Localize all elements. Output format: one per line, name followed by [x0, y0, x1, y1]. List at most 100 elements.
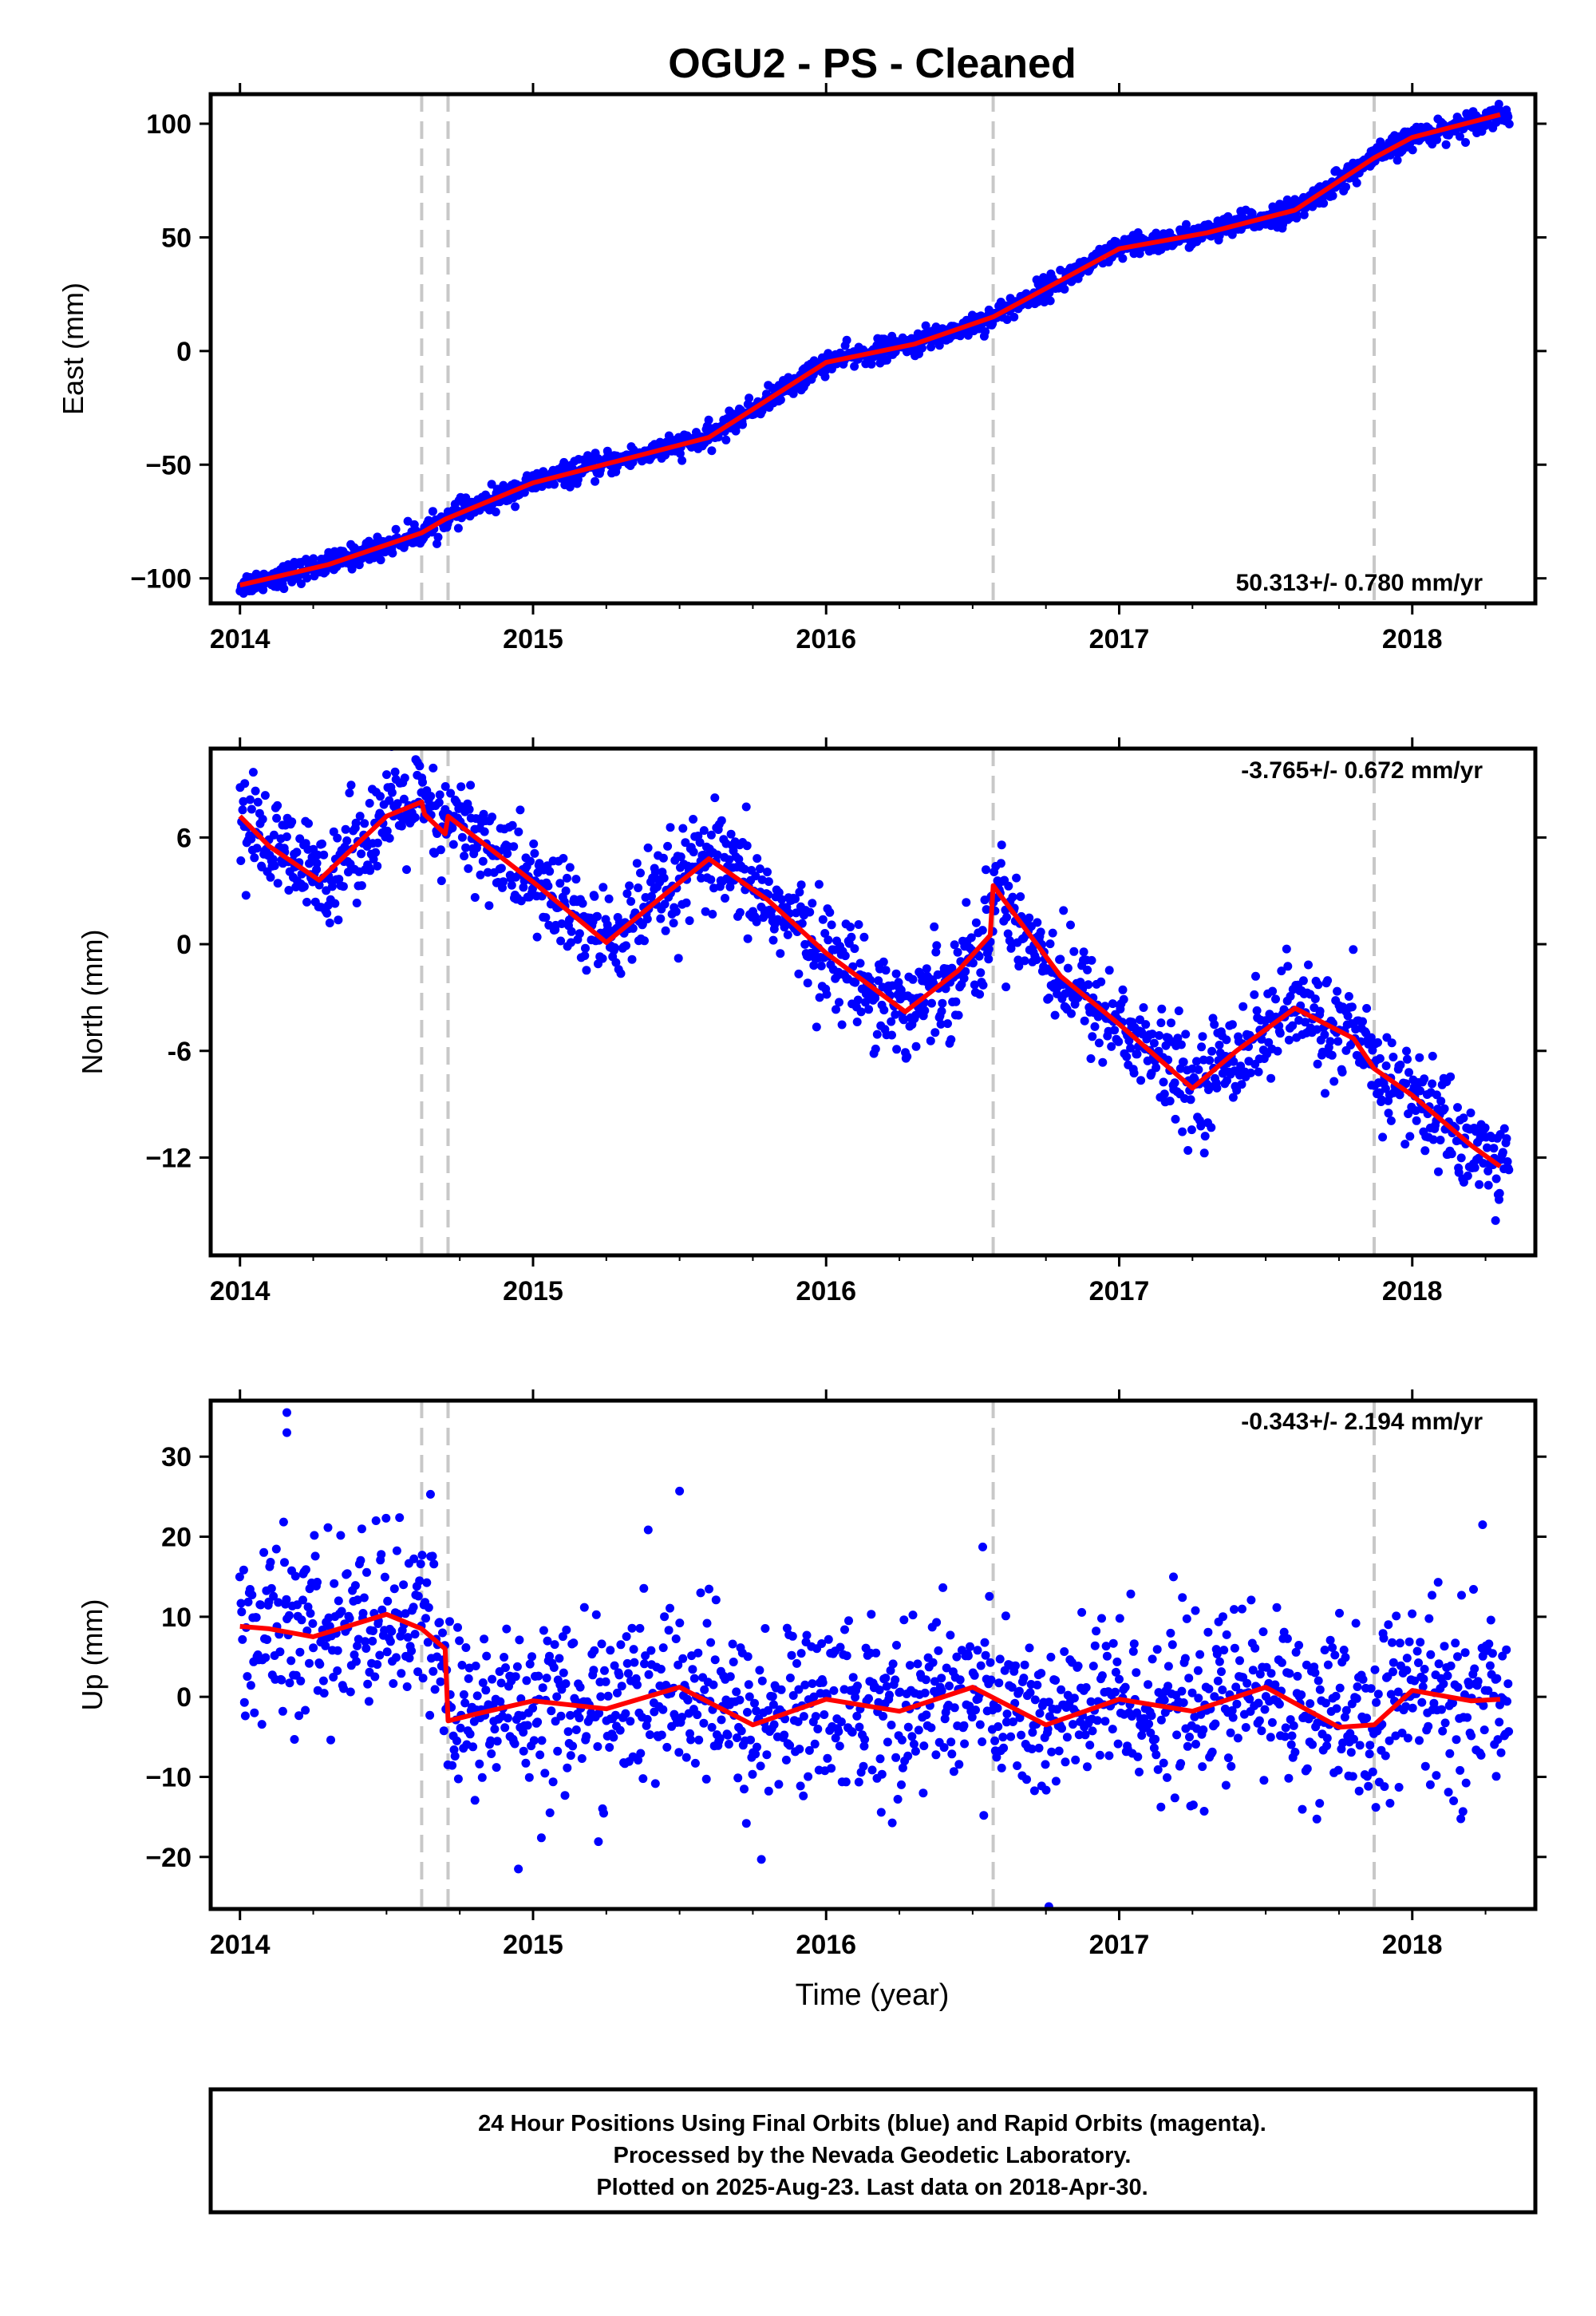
data-point: [820, 1710, 829, 1719]
data-point: [1126, 1589, 1136, 1599]
data-point: [1362, 1713, 1372, 1723]
data-point: [566, 1751, 575, 1761]
data-point: [591, 1610, 601, 1619]
data-point: [594, 1837, 603, 1847]
data-point: [1002, 1709, 1012, 1719]
data-point: [1491, 1772, 1501, 1781]
data-point: [290, 1571, 300, 1581]
data-point: [1113, 1739, 1123, 1749]
data-point: [559, 1668, 568, 1678]
data-point: [1191, 1606, 1200, 1615]
data-point: [1086, 1054, 1096, 1063]
data-point: [238, 1634, 247, 1644]
data-point: [626, 897, 636, 906]
data-point: [360, 819, 369, 828]
data-point: [656, 1665, 666, 1674]
data-point: [1437, 1705, 1446, 1714]
data-point: [534, 1671, 543, 1681]
data-point: [695, 838, 705, 848]
data-point: [864, 1694, 873, 1703]
data-point: [1266, 1669, 1276, 1678]
data-point: [1480, 1123, 1490, 1132]
data-point: [1210, 1020, 1219, 1030]
y-tick-label: 50: [161, 223, 192, 253]
data-point: [867, 1610, 876, 1619]
data-point: [1420, 1146, 1430, 1156]
data-point: [326, 1735, 335, 1745]
data-point: [1227, 1761, 1236, 1771]
data-point: [1222, 1630, 1231, 1639]
data-point: [368, 1636, 377, 1646]
data-point: [336, 1531, 346, 1540]
data-point: [1347, 1002, 1357, 1012]
x-tick-label: 2016: [796, 1930, 856, 1960]
data-point: [247, 834, 256, 844]
data-point: [358, 1609, 368, 1618]
data-point: [492, 1763, 501, 1773]
data-point: [932, 1618, 942, 1627]
data-point: [1428, 1051, 1437, 1061]
x-tick-label: 2016: [796, 624, 856, 654]
data-point: [934, 1646, 943, 1655]
data-point: [330, 899, 340, 908]
model-line: [238, 799, 1502, 1169]
data-point: [1088, 1032, 1097, 1041]
data-point: [1392, 1611, 1401, 1621]
data-point: [661, 926, 670, 935]
data-point: [1460, 1690, 1469, 1699]
data-point: [1045, 288, 1054, 298]
data-point: [369, 1626, 377, 1635]
data-point: [321, 1641, 330, 1650]
data-point: [683, 1695, 693, 1705]
rate-label: 50.313+/- 0.780 mm/yr: [1236, 570, 1483, 596]
data-point: [611, 958, 621, 967]
data-point: [286, 1656, 296, 1666]
data-point: [898, 1763, 907, 1773]
data-point: [1466, 1109, 1476, 1117]
data-point: [1504, 1165, 1514, 1175]
data-point: [496, 1678, 506, 1688]
data-point: [251, 786, 260, 796]
data-point: [952, 1652, 962, 1662]
data-point: [1341, 1705, 1351, 1715]
data-point: [1088, 1726, 1097, 1736]
data-point: [402, 865, 411, 875]
data-point: [1304, 960, 1313, 970]
data-point: [876, 1808, 886, 1817]
data-point: [1182, 1614, 1191, 1623]
data-point: [1370, 1665, 1380, 1674]
data-point: [1271, 994, 1280, 1004]
data-point: [1389, 1667, 1397, 1677]
data-point: [511, 502, 520, 512]
data-point: [813, 1725, 823, 1733]
data-point: [877, 1769, 887, 1779]
data-point: [706, 830, 716, 840]
data-point: [636, 868, 645, 878]
data-point: [439, 1726, 448, 1736]
data-point: [795, 887, 804, 897]
data-point: [1323, 1660, 1333, 1670]
data-point: [918, 1788, 928, 1798]
data-point: [788, 1691, 798, 1700]
data-point: [1333, 1765, 1343, 1775]
data-point: [491, 508, 500, 516]
data-point: [891, 1010, 900, 1019]
data-point: [284, 1611, 294, 1620]
data-point: [1073, 1662, 1083, 1670]
data-point: [994, 1722, 1003, 1731]
data-point: [1273, 1046, 1282, 1056]
data-point: [302, 897, 311, 907]
data-point: [382, 1647, 392, 1657]
data-point: [646, 1646, 656, 1655]
data-point: [557, 919, 567, 928]
data-point: [1432, 135, 1441, 144]
data-point: [1459, 1113, 1468, 1123]
data-point: [685, 916, 694, 926]
data-point: [1479, 1725, 1489, 1735]
data-point: [725, 1672, 735, 1682]
data-point: [955, 1675, 965, 1685]
data-point: [700, 1685, 709, 1694]
data-point: [1385, 1736, 1394, 1745]
data-point-outlier: [425, 1489, 435, 1499]
data-point: [322, 908, 332, 918]
